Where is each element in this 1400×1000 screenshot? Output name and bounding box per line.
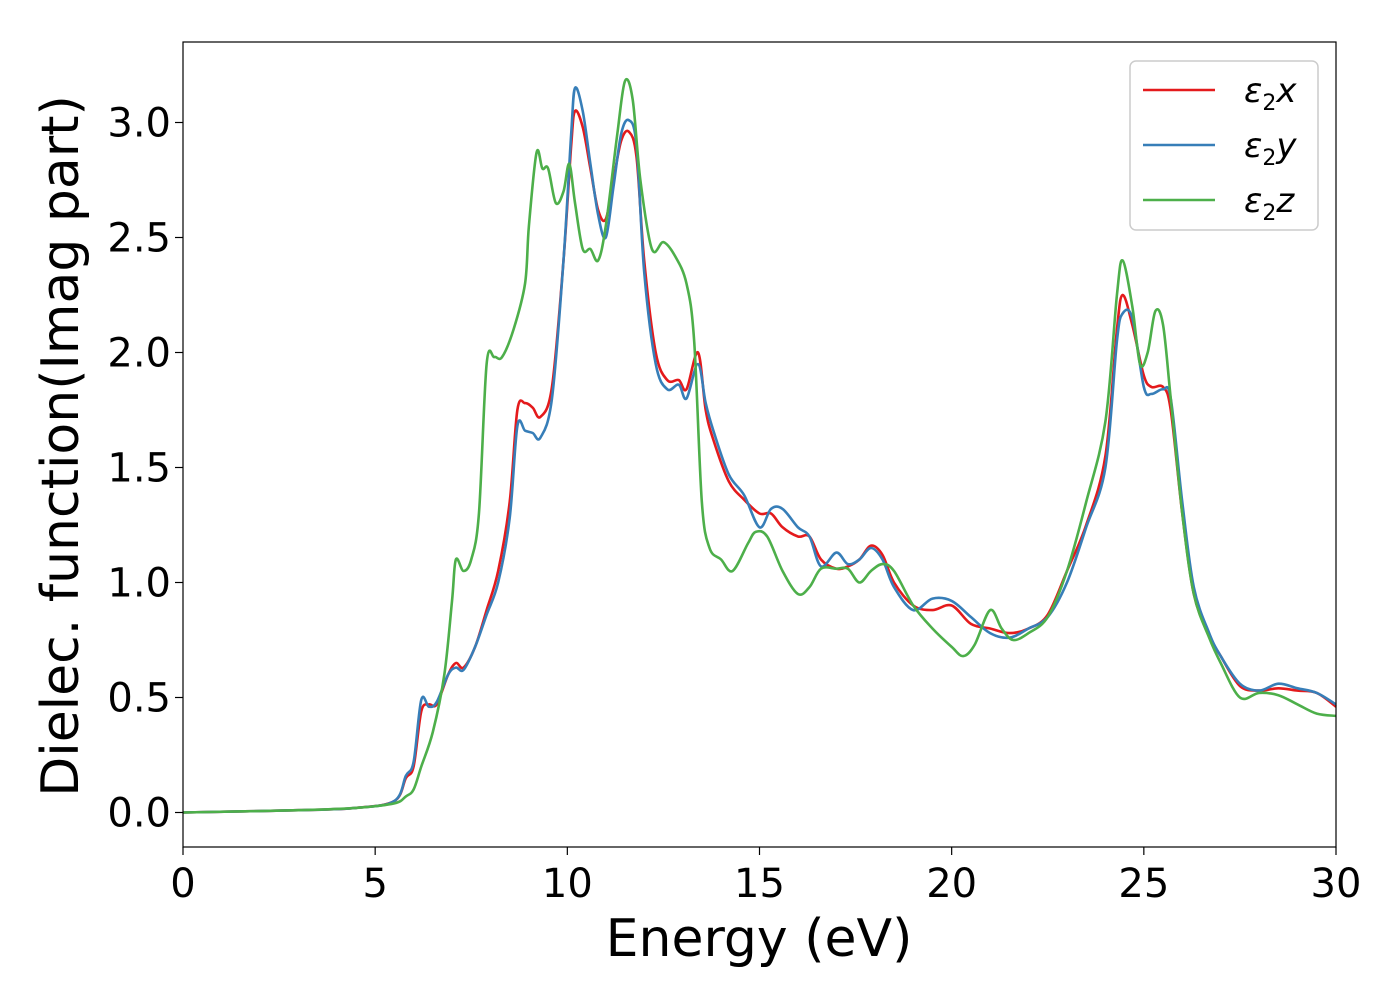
legend-subscript: 2 [1262,146,1276,171]
y-tick-label: 2.0 [107,331,171,377]
legend-label-x: ε2x [1244,71,1297,116]
x-axis-label: Energy (eV) [606,909,913,969]
x-tick-label: 10 [542,861,593,907]
x-axis-ticks: 0 5 10 15 20 25 30 [170,847,1361,907]
x-tick-label: 20 [926,861,977,907]
legend-subscript: 2 [1262,201,1276,226]
y-axis-label: Dielec. function(Imag part) [31,95,91,797]
series-line-z [182,77,1337,814]
series-layer [182,77,1337,814]
legend-subscript: 2 [1262,91,1276,116]
legend-epsilon: ε [1244,71,1262,111]
y-tick-label: 0.0 [107,791,171,837]
x-tick-label: 0 [170,861,195,907]
legend-label-z: ε2z [1244,181,1295,226]
legend-epsilon: ε [1244,126,1262,166]
legend-component: z [1275,181,1295,221]
legend-component: x [1275,71,1297,111]
x-tick-label: 5 [362,861,387,907]
x-tick-label: 30 [1311,861,1362,907]
y-tick-label: 0.5 [107,676,171,722]
y-tick-label: 1.0 [107,561,171,607]
y-axis-ticks: 0.0 0.5 1.0 1.5 2.0 2.5 3.0 [107,101,183,837]
legend-label-y: ε2y [1244,126,1297,171]
y-tick-label: 1.5 [107,446,171,492]
x-tick-label: 15 [734,861,785,907]
y-tick-label: 2.5 [107,216,171,262]
legend-component: y [1275,126,1297,166]
legend-epsilon: ε [1244,181,1262,221]
x-tick-label: 25 [1118,861,1169,907]
legend-box [1129,60,1319,231]
y-tick-label: 3.0 [107,101,171,147]
